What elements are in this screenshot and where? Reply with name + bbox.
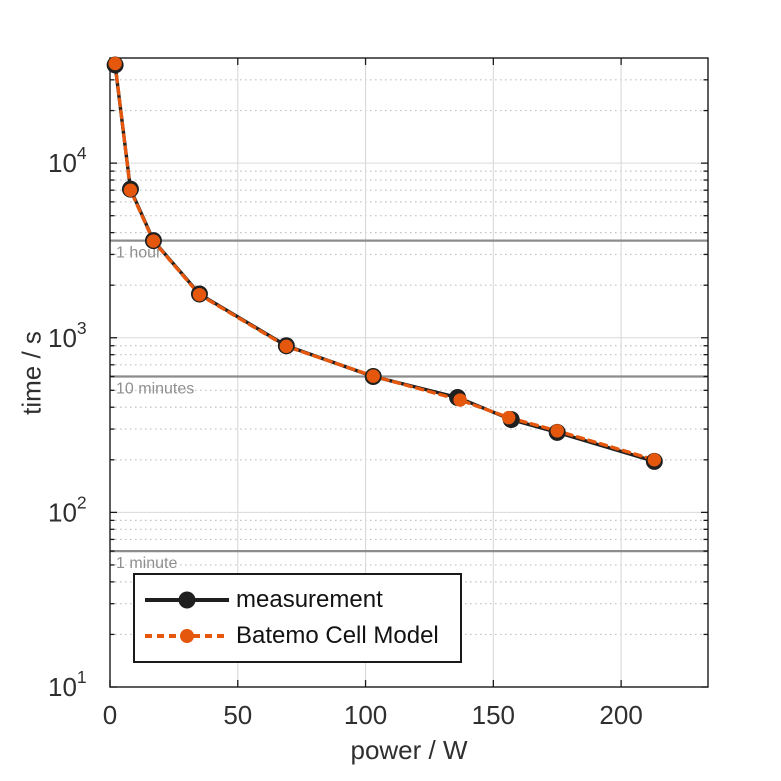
data-point-batemo-cell-model (550, 424, 564, 438)
data-point-batemo-cell-model (279, 339, 294, 354)
data-point-batemo-cell-model (123, 183, 138, 197)
x-tick-label: 0 (103, 700, 117, 730)
reference-line-label: 1 hour (116, 245, 162, 262)
x-tick-label: 150 (472, 700, 515, 730)
legend-line-sample-measurement (145, 591, 229, 609)
x-axis-label: power / W (350, 735, 468, 765)
reference-line-label: 10 minutes (116, 380, 194, 397)
legend-entry-batemo-cell-model: Batemo Cell Model (145, 624, 460, 648)
y-tick-label: 102 (48, 492, 87, 527)
x-tick-label: 200 (599, 700, 642, 730)
axis-box (109, 57, 709, 688)
y-tick-label: 101 (48, 667, 87, 702)
legend: measurement Batemo Cell Model (133, 573, 462, 663)
data-point-batemo-cell-model (647, 453, 662, 467)
legend-circle-marker-icon (178, 591, 196, 609)
y-axis-label: time / s (16, 331, 47, 415)
x-tick-label: 50 (223, 700, 252, 730)
x-tick-label: 100 (344, 700, 387, 730)
data-point-batemo-cell-model (146, 234, 161, 248)
legend-circle-marker-icon (180, 629, 194, 644)
legend-line-sample-batemo-cell-model (145, 629, 229, 644)
reference-line-label: 1 minute (116, 555, 177, 572)
series-line-batemo-cell-model (113, 61, 657, 462)
data-point-batemo-cell-model (192, 287, 207, 302)
series-line-measurement (113, 63, 657, 464)
y-tick-label: 103 (48, 318, 87, 353)
legend-label-batemo-cell-model: Batemo Cell Model (236, 622, 439, 650)
data-point-batemo-cell-model (453, 393, 467, 407)
data-point-batemo-cell-model (366, 369, 380, 383)
y-tick-label: 104 (48, 143, 87, 178)
data-point-batemo-cell-model (501, 410, 516, 425)
legend-entry-measurement: measurement (145, 585, 460, 613)
legend-label-measurement: measurement (236, 585, 383, 613)
data-point-batemo-cell-model (108, 56, 122, 71)
